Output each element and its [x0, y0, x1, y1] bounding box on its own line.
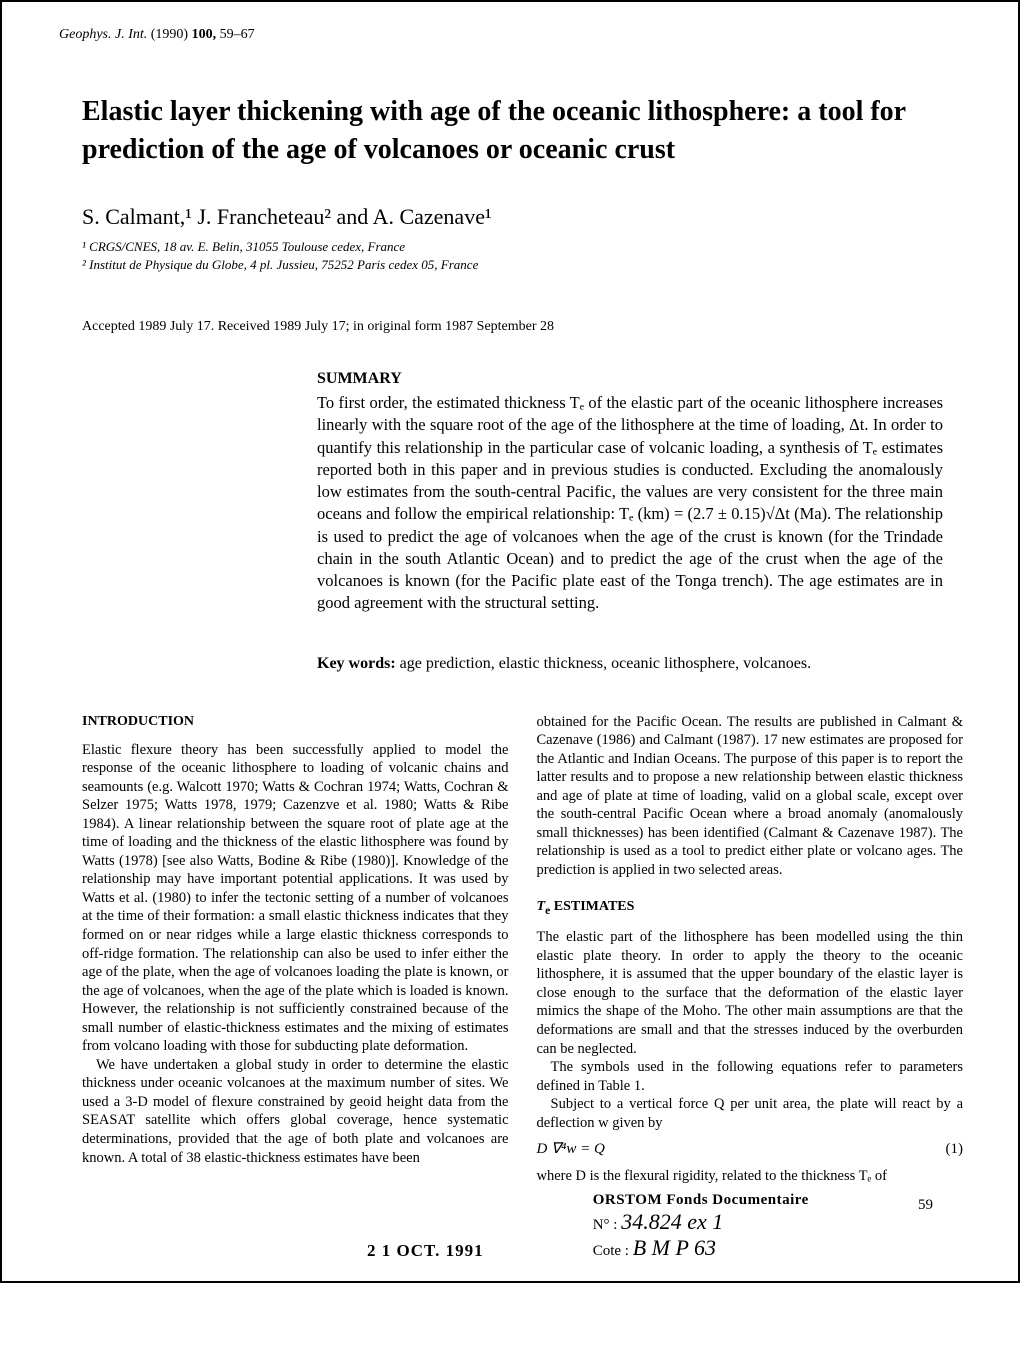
- introduction-heading: INTRODUCTION: [82, 713, 509, 731]
- authors: S. Calmant,¹ J. Francheteau² and A. Caze…: [47, 204, 973, 230]
- equation-formula: D ∇⁴w = Q: [537, 1140, 605, 1159]
- summary-heading: SUMMARY: [317, 370, 943, 388]
- stamp-no-value: 34.824 ex 1: [621, 1209, 723, 1234]
- intro-paragraph-1: Elastic flexure theory has been successf…: [82, 741, 509, 1056]
- affiliation-1: ¹ CRGS/CNES, 18 av. E. Belin, 31055 Toul…: [82, 238, 973, 256]
- journal-volume: 100,: [192, 27, 217, 42]
- column-right: obtained for the Pacific Ocean. The resu…: [537, 713, 964, 1186]
- summary-block: SUMMARY To first order, the estimated th…: [47, 370, 973, 615]
- column-left: INTRODUCTION Elastic flexure theory has …: [82, 713, 509, 1186]
- stamp-date: 2 1 OCT. 1991: [367, 1241, 484, 1261]
- keywords: Key words: age prediction, elastic thick…: [47, 655, 973, 673]
- te-paragraph-3: Subject to a vertical force Q per unit a…: [537, 1095, 964, 1132]
- acceptance-dates: Accepted 1989 July 17. Received 1989 Jul…: [47, 319, 973, 335]
- stamp-area: 2 1 OCT. 1991 ORSTOM Fonds Documentaire …: [47, 1192, 973, 1261]
- body-columns: INTRODUCTION Elastic flexure theory has …: [47, 713, 973, 1186]
- stamp-cote-line: Cote : B M P 63: [593, 1235, 809, 1261]
- te-paragraph-2: The symbols used in the following equati…: [537, 1058, 964, 1095]
- orstom-label: ORSTOM Fonds Documentaire: [593, 1192, 809, 1209]
- stamp-cote-value: B M P 63: [633, 1235, 716, 1260]
- stamp-no-label: N° :: [593, 1217, 618, 1233]
- journal-pages: 59–67: [220, 27, 255, 42]
- article-title: Elastic layer thickening with age of the…: [47, 93, 973, 169]
- equation-1: D ∇⁴w = Q (1): [537, 1140, 964, 1159]
- col2-paragraph-1: obtained for the Pacific Ocean. The resu…: [537, 713, 964, 880]
- journal-reference: Geophys. J. Int. (1990) 100, 59–67: [47, 27, 973, 43]
- stamp-number-line: N° : 34.824 ex 1: [593, 1209, 809, 1235]
- equation-number: (1): [946, 1140, 964, 1159]
- journal-year: (1990): [151, 27, 188, 42]
- te-paragraph-4: where D is the flexural rigidity, relate…: [537, 1167, 964, 1186]
- keywords-label: Key words:: [317, 655, 396, 672]
- keywords-text: age prediction, elastic thickness, ocean…: [396, 655, 811, 672]
- affiliations: ¹ CRGS/CNES, 18 av. E. Belin, 31055 Toul…: [47, 238, 973, 274]
- intro-paragraph-2: We have undertaken a global study in ord…: [82, 1056, 509, 1167]
- affiliation-2: ² Institut de Physique du Globe, 4 pl. J…: [82, 256, 973, 274]
- summary-text: To first order, the estimated thickness …: [317, 392, 943, 615]
- te-estimates-heading: Te ESTIMATES: [537, 898, 964, 919]
- stamp-info: ORSTOM Fonds Documentaire N° : 34.824 ex…: [593, 1192, 809, 1261]
- journal-name: Geophys. J. Int.: [59, 27, 147, 42]
- te-paragraph-1: The elastic part of the lithosphere has …: [537, 928, 964, 1058]
- page-number: 59: [918, 1192, 933, 1214]
- stamp-cote-label: Cote :: [593, 1243, 629, 1259]
